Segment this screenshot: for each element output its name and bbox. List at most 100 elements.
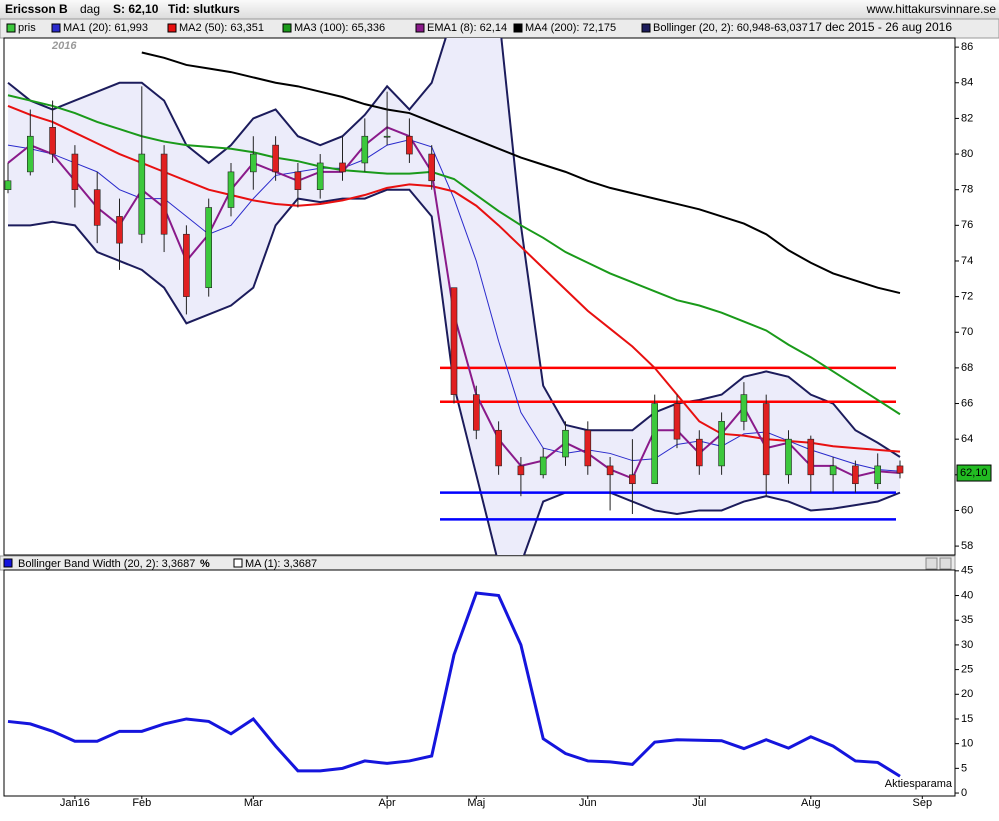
bollinger-upper [7,38,901,458]
x-tick-label: Jun [579,797,597,809]
candle-body [450,287,458,395]
candle-body [562,429,569,458]
stock-title: Ericsson B [5,2,68,16]
candle-body [606,465,614,476]
title-bar [0,0,999,19]
candle-body [205,207,212,288]
candle-body [160,153,168,235]
x-tick-label: Apr [379,797,396,809]
candle-body [227,171,235,208]
lower-legend-swatch [3,558,13,568]
legend-swatch [51,23,61,33]
lower-plot [7,591,901,778]
ma-line [7,139,901,472]
y-tick-label: 68 [961,362,973,374]
last-price-label: 62,10 [960,467,988,479]
y-tick-label: 10 [961,738,973,750]
candle-body [361,135,369,164]
y-tick-label: 80 [961,148,973,160]
lower-legend-label: MA (1): 3,3687 [245,558,317,570]
last-price-box [956,464,992,482]
candle-body [183,233,190,297]
legend-swatch [415,23,425,33]
lower-panel [3,569,956,797]
price-type: Tid: slutkurs [168,2,240,16]
candle-body [4,180,12,190]
y-tick-label: 82 [961,112,973,124]
y-tick-label: 72 [961,291,973,303]
credit: Aktiesparama [885,778,953,790]
x-tick-label: Jul [692,797,706,809]
legend-label: pris [18,22,36,34]
legend-label: MA4 (200): 72,175 [525,22,616,34]
y-tick-label: 60 [961,504,973,516]
tool-button[interactable] [925,557,938,570]
candle-body [406,135,413,155]
y-tick-label: 0 [961,787,967,799]
candle-body [740,394,748,422]
y-tick-label: 66 [961,397,973,409]
legend-label: MA1 (20): 61,993 [63,22,148,34]
y-tick-label: 84 [961,77,973,89]
candle-body [539,456,547,476]
candle-body [629,474,636,485]
x-tick-label: Maj [467,797,485,809]
candle-body [807,438,815,476]
width-line [7,591,901,778]
x-tick-label: Jan16 [60,797,90,809]
ma-line [7,94,901,416]
y-tick-label: 30 [961,639,973,651]
candle-body [517,465,525,476]
candle-body [294,171,302,190]
legend-label: EMA1 (8): 62,14 [427,22,507,34]
legend-swatch [641,23,651,33]
candle-body [673,403,681,440]
legend-label: MA3 (100): 65,336 [294,22,385,34]
lower-legend-swatch [233,558,243,568]
legend-swatch [6,23,16,33]
lower-title: Bollinger Band Width (20, 2): 3,3687 [18,558,195,570]
lower-unit: % [200,558,210,570]
candle-body [383,135,391,138]
y-tick-label: 58 [961,540,973,552]
y-tick-label: 86 [961,41,973,53]
legend-label: Bollinger (20, 2): 60,948-63,037 [653,22,808,34]
candle-body [339,162,346,173]
source: www.hittakursvinnare.se [866,2,997,16]
candle-body [472,394,480,431]
y-tick-label: 5 [961,762,967,774]
main-plot [4,38,904,555]
x-tick-label: Aug [801,797,821,809]
y-tick-label: 25 [961,663,973,675]
candle-body [718,421,725,467]
candle-body [272,144,279,173]
candle-body [495,429,502,467]
legend-swatch [282,23,292,33]
y-tick-label: 70 [961,326,973,338]
ma-line [141,51,901,295]
candle-body [584,429,592,467]
y-tick-label: 20 [961,688,973,700]
candle-body [316,162,324,190]
candle-body [762,403,770,476]
y-tick-label: 45 [961,565,973,577]
candle-body [250,153,257,173]
candle-body [852,465,859,485]
last-price-text: S: 62,10 [113,2,159,16]
x-tick-label: Mar [244,797,263,809]
y-tick-label: 74 [961,255,973,267]
legend-swatch [513,23,523,33]
candle-body [138,153,146,235]
candle-body [695,438,703,467]
x-tick-label: Feb [132,797,151,809]
period: dag [80,2,100,16]
tool-button[interactable] [939,557,952,570]
x-tick-label: Sep [913,797,933,809]
candle-body [49,127,56,155]
legend-swatch [167,23,177,33]
candle-body [71,153,79,190]
legend-label: MA2 (50): 63,351 [179,22,264,34]
candle-body [428,153,436,182]
candle-body [874,465,882,485]
